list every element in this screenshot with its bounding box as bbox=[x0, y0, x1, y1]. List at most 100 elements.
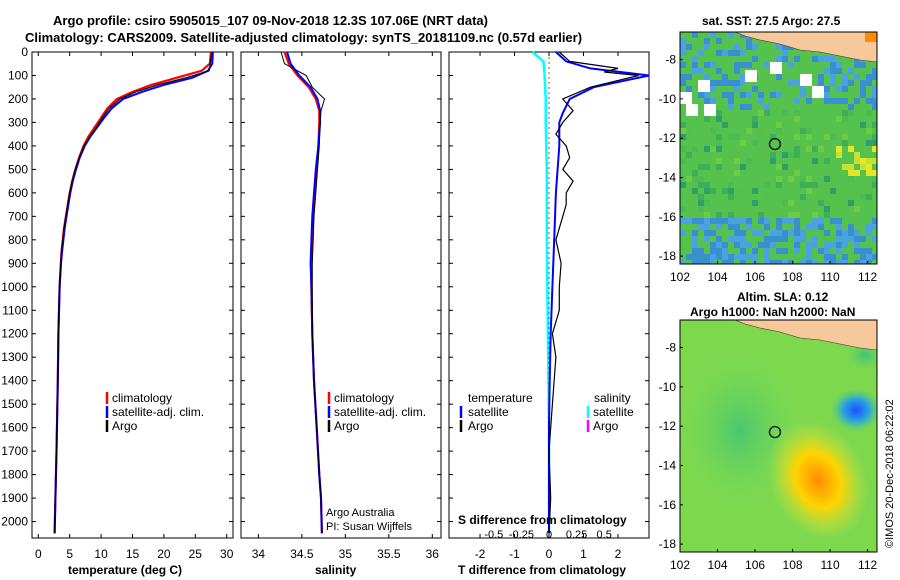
sst-pixel bbox=[872, 122, 877, 128]
temperature-axis-label: temperature (deg C) bbox=[68, 563, 182, 577]
sst-pixel bbox=[824, 206, 830, 212]
depth-axis: 0 100 200 300 400 500 600 700 800 900 1000 1100 1200… bbox=[1, 45, 28, 529]
sst-pixel bbox=[764, 236, 770, 242]
x-tick-label: 2 bbox=[615, 547, 622, 561]
sst-pixel bbox=[860, 260, 866, 264]
sst-pixel bbox=[740, 254, 746, 260]
sst-pixel bbox=[680, 230, 686, 236]
sst-missing-cell bbox=[812, 86, 824, 98]
sst-pixel bbox=[716, 224, 722, 230]
x-tick-label: 35 bbox=[339, 547, 353, 561]
sst-pixel bbox=[842, 98, 848, 104]
sst-pixel bbox=[848, 224, 854, 230]
sst-pixel bbox=[716, 236, 722, 242]
sst-pixel bbox=[734, 62, 740, 68]
sst-pixel bbox=[746, 254, 752, 260]
sst-pixel bbox=[734, 80, 740, 86]
sst-pixel bbox=[782, 236, 788, 242]
sst-pixel bbox=[872, 218, 877, 224]
sst-pixel bbox=[848, 104, 854, 110]
sst-pixel bbox=[722, 254, 728, 260]
sst-missing-cell bbox=[745, 70, 757, 82]
sst-pixel bbox=[734, 188, 740, 194]
sst-pixel bbox=[704, 62, 710, 68]
sst-pixel bbox=[860, 194, 866, 200]
sst-pixel bbox=[836, 230, 842, 236]
sst-pixel bbox=[854, 236, 860, 242]
sst-pixel bbox=[794, 248, 800, 254]
sst-pixel bbox=[698, 248, 704, 254]
sst-pixel bbox=[686, 74, 692, 80]
sst-pixel bbox=[680, 80, 686, 86]
sst-pixel bbox=[722, 122, 728, 128]
figure-title-line2: Climatology: CARS2009. Satellite-adjuste… bbox=[25, 30, 582, 45]
sst-pixel bbox=[836, 260, 842, 264]
depth-tick-label: 1300 bbox=[1, 350, 28, 364]
sst-pixel bbox=[752, 188, 758, 194]
sst-pixel bbox=[734, 242, 740, 248]
sst-pixel bbox=[698, 218, 704, 224]
legend-label-argo: Argo bbox=[334, 419, 360, 433]
sst-pixel bbox=[716, 140, 722, 146]
sst-pixel bbox=[740, 242, 746, 248]
sst-missing-cell bbox=[680, 92, 692, 104]
sst-pixel bbox=[752, 116, 758, 122]
legend-title-temperature: temperature bbox=[468, 391, 533, 405]
map-y-tick-label: -18 bbox=[659, 537, 677, 551]
sst-pixel bbox=[728, 50, 734, 56]
sst-pixel bbox=[806, 146, 812, 152]
sst-pixel bbox=[764, 62, 770, 68]
sst-pixel bbox=[728, 224, 734, 230]
sst-pixel bbox=[776, 122, 782, 128]
sst-pixel bbox=[728, 182, 734, 188]
sst-pixel bbox=[680, 146, 686, 152]
s-tick-label: -0.5 bbox=[484, 529, 503, 541]
sst-pixel bbox=[692, 32, 698, 38]
series-argo bbox=[54, 51, 213, 534]
sst-pixel bbox=[824, 140, 830, 146]
sst-pixel bbox=[872, 176, 877, 182]
sst-pixel bbox=[740, 74, 746, 80]
sst-pixel bbox=[740, 104, 746, 110]
depth-tick-label: 1600 bbox=[1, 421, 28, 435]
sst-pixel bbox=[842, 110, 848, 116]
sst-pixel bbox=[848, 80, 854, 86]
sst-pixel bbox=[686, 44, 692, 50]
sst-pixel bbox=[854, 242, 860, 248]
series-climatology bbox=[53, 51, 213, 534]
sst-pixel bbox=[716, 80, 722, 86]
sst-pixel bbox=[746, 218, 752, 224]
sst-pixel bbox=[704, 200, 710, 206]
sst-pixel bbox=[686, 218, 692, 224]
sst-pixel bbox=[758, 110, 764, 116]
sst-pixel bbox=[818, 146, 824, 152]
sst-pixel bbox=[764, 224, 770, 230]
depth-tick-label: 1900 bbox=[1, 491, 28, 505]
depth-tick-label: 1700 bbox=[1, 444, 28, 458]
sst-pixel bbox=[788, 80, 794, 86]
sst-pixel bbox=[746, 62, 752, 68]
sst-pixel bbox=[806, 176, 812, 182]
sst-pixel bbox=[818, 224, 824, 230]
sst-pixel bbox=[728, 104, 734, 110]
sst-pixel bbox=[770, 260, 776, 264]
depth-tick-label: 1000 bbox=[1, 280, 28, 294]
map-x-tick-label: 106 bbox=[745, 270, 765, 284]
sst-pixel bbox=[824, 254, 830, 260]
sst-pixel bbox=[854, 230, 860, 236]
difference-legend: temperature satellite Argo salinity sate… bbox=[459, 391, 634, 433]
sst-pixel bbox=[872, 140, 877, 146]
sst-pixel bbox=[854, 170, 860, 176]
sst-pixel bbox=[758, 134, 764, 140]
sst-pixel bbox=[830, 74, 836, 80]
sst-pixel bbox=[812, 236, 818, 242]
sst-pixel bbox=[746, 44, 752, 50]
sst-pixel bbox=[818, 74, 824, 80]
sst-pixel bbox=[830, 134, 836, 140]
sst-pixel bbox=[758, 212, 764, 218]
sst-pixel bbox=[812, 260, 818, 264]
depth-tick-label: 300 bbox=[8, 115, 28, 129]
sst-pixel bbox=[740, 218, 746, 224]
sst-pixel bbox=[746, 92, 752, 98]
sst-pixel bbox=[716, 134, 722, 140]
